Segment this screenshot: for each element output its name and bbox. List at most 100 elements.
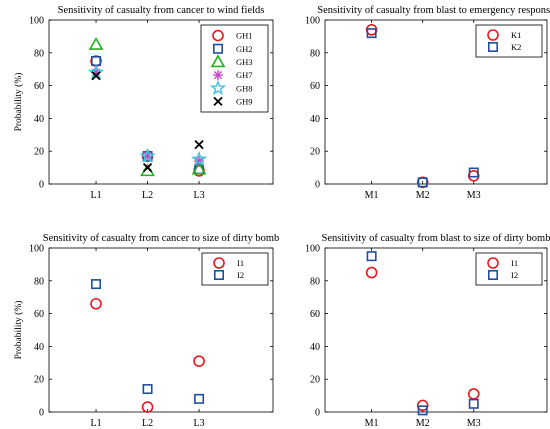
data-point-I2-M1	[366, 251, 377, 262]
legend-marker-I2	[214, 269, 225, 280]
y-tick-label: 20	[310, 147, 320, 158]
chart-panel-2: Sensitivity of casualty from blast to em…	[305, 5, 550, 201]
y-tick-label: 20	[310, 375, 320, 386]
y-tick-label: 60	[310, 309, 320, 320]
x-tick-label: M3	[467, 418, 481, 429]
legend-label: I1	[511, 258, 518, 268]
legend-label: K2	[511, 42, 521, 52]
chart-title: Sensitivity of casualty from cancer to s…	[43, 233, 279, 244]
data-point-GH8-L3	[190, 150, 208, 167]
plot-area-frame	[48, 247, 274, 413]
y-tick-label: 100	[305, 244, 320, 255]
legend-label: K1	[511, 30, 521, 40]
data-point-I2-L2	[142, 384, 153, 395]
legend-label: GH3	[236, 57, 253, 67]
chart-title: Sensitivity of casualty from cancer to w…	[58, 5, 265, 16]
legend-label: GH1	[236, 31, 253, 41]
chart-panel-4: Sensitivity of casualty from blast to si…	[305, 233, 550, 429]
data-point-I1-L1	[90, 297, 102, 310]
y-tick-label: 80	[310, 276, 320, 287]
data-point-GH2-L1	[91, 55, 102, 66]
data-point-I2-M2	[417, 405, 428, 416]
data-point-GH3-L1	[88, 36, 104, 50]
data-point-GH3-L3	[191, 161, 207, 175]
x-tick-label: L2	[142, 190, 153, 201]
y-tick-label: 60	[34, 309, 44, 320]
data-point-GH9-L2	[142, 162, 153, 173]
legend-box	[201, 252, 269, 286]
y-tick-label: 40	[34, 114, 44, 125]
y-tick-label: 20	[34, 375, 44, 386]
legend-marker-GH9	[213, 96, 223, 107]
y-tick-label: 60	[34, 81, 44, 92]
data-point-GH7-L1	[91, 67, 102, 78]
x-tick-label: L3	[194, 190, 205, 201]
x-tick-label: L1	[90, 418, 101, 429]
legend-box	[475, 24, 543, 58]
chart-title: Sensitivity of casualty from blast to si…	[322, 233, 550, 244]
data-point-K2-M2	[417, 177, 428, 188]
x-tick-label: M1	[365, 190, 379, 201]
legend-box	[475, 252, 543, 286]
chart-title: Sensitivity of casualty from blast to em…	[317, 5, 550, 16]
y-tick-label: 40	[34, 342, 44, 353]
data-point-K2-M3	[468, 167, 479, 178]
legend-label: I2	[511, 270, 518, 280]
legend-marker-GH3	[210, 54, 226, 68]
x-tick-label: M2	[416, 418, 430, 429]
legend-box	[200, 24, 269, 113]
data-point-I2-L1	[91, 279, 102, 290]
y-tick-label: 100	[29, 16, 44, 27]
legend-marker-GH8	[209, 79, 227, 96]
data-point-I1-L3	[193, 355, 205, 367]
y-tick-label: 100	[29, 244, 44, 255]
data-point-I1-L2	[141, 401, 154, 413]
legend-marker-GH1	[212, 29, 224, 42]
y-tick-label: 80	[310, 48, 320, 59]
y-tick-label: 40	[310, 114, 320, 125]
legend-label: I2	[237, 270, 244, 280]
legend-label: I1	[237, 258, 244, 268]
legend-label: GH2	[236, 44, 253, 54]
legend-marker-I2	[487, 269, 498, 280]
x-tick-label: M3	[467, 190, 481, 201]
y-tick-label: 80	[34, 48, 44, 59]
series-GH7	[91, 67, 205, 167]
x-tick-label: M2	[416, 190, 430, 201]
chart-panel-3: Sensitivity of casualty from cancer to s…	[13, 233, 279, 429]
legend: GH1 GH2 GH3 GH7 GH8 GH9	[200, 24, 269, 113]
series-GH9	[91, 71, 204, 173]
data-point-I2-M3	[468, 398, 479, 409]
plot-area-frame	[48, 19, 274, 185]
legend-label: GH8	[236, 83, 253, 93]
series-K1	[365, 24, 480, 189]
y-tick-label: 0	[39, 408, 44, 419]
series-I2	[91, 279, 205, 404]
data-point-I2-L3	[194, 393, 205, 404]
legend-marker-K2	[487, 41, 498, 52]
data-point-I1-M3	[467, 388, 480, 400]
data-point-GH7-L2	[142, 151, 153, 162]
series-I1	[365, 266, 480, 412]
legend-marker-GH2	[213, 43, 224, 54]
y-axis-label: Probability (%)	[13, 73, 24, 132]
data-point-GH7-L3	[194, 156, 205, 167]
y-axis-label: Probability (%)	[13, 301, 24, 360]
y-tick-label: 20	[34, 147, 44, 158]
x-tick-label: L2	[142, 418, 153, 429]
plot-area-frame	[324, 247, 548, 413]
data-point-GH8-L2	[139, 147, 156, 164]
data-point-GH9-L1	[91, 71, 101, 81]
series-K2	[366, 28, 479, 188]
series-I2	[366, 251, 479, 416]
series-I1	[90, 297, 205, 413]
legend-marker-GH7	[213, 70, 223, 81]
y-tick-label: 0	[315, 180, 320, 191]
series-GH8	[87, 63, 208, 167]
data-point-I1-M1	[365, 266, 378, 279]
y-tick-label: 80	[34, 276, 44, 287]
legend-marker-I1	[213, 257, 225, 269]
